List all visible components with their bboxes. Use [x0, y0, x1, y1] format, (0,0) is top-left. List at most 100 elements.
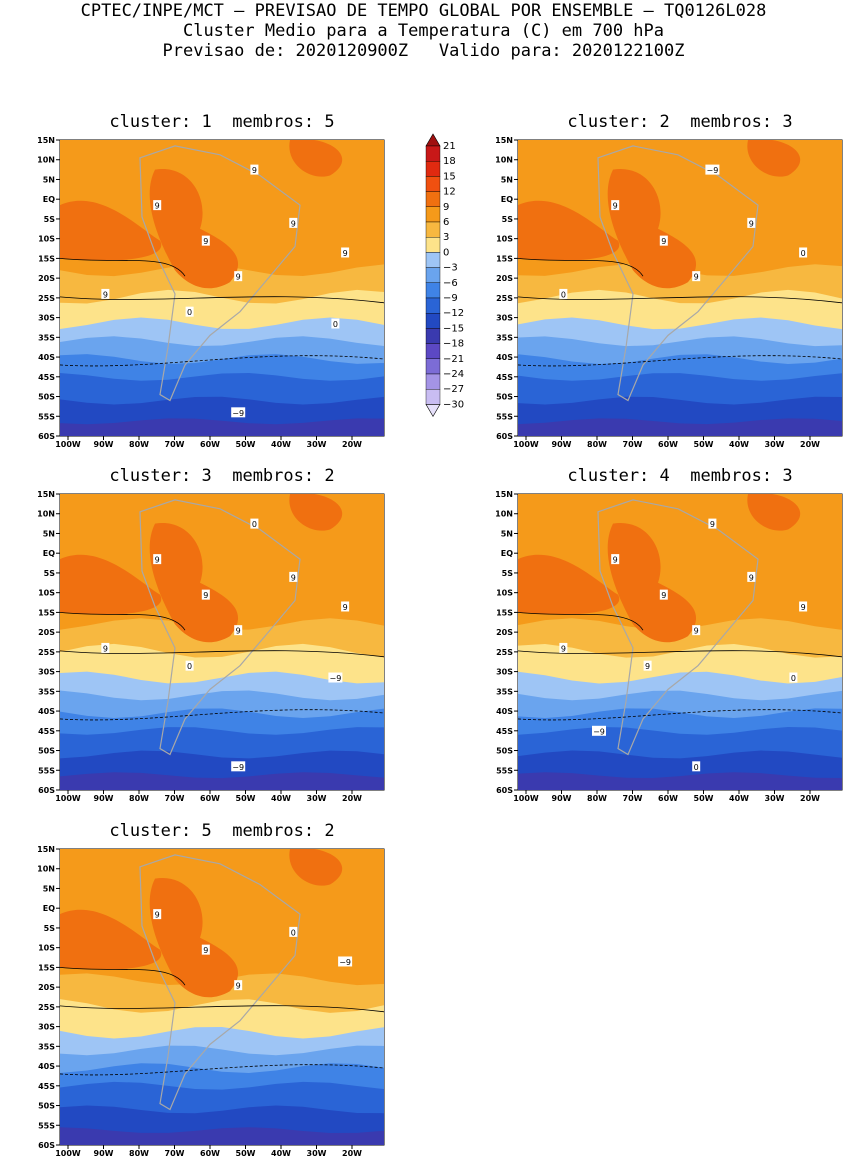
colorbar-label: −6 — [443, 278, 458, 289]
contour-label: 9 — [749, 573, 754, 582]
lat-label: 35S — [496, 687, 513, 696]
panel-title-2: cluster: 2 membros: 3 — [567, 112, 793, 132]
panel-title-1: cluster: 1 membros: 5 — [109, 112, 335, 132]
lat-label: 35S — [38, 333, 55, 342]
lon-label: 90W — [94, 440, 114, 449]
lon-label: 20W — [342, 440, 362, 449]
contour-label: 9 — [343, 249, 348, 258]
lat-label: 10S — [38, 235, 55, 244]
lon-label: 50W — [694, 440, 714, 449]
warm-region — [747, 494, 801, 531]
contour-label-bg — [234, 980, 243, 991]
lat-label: EQ — [43, 549, 55, 558]
contour-label: −9 — [593, 727, 605, 736]
contour-label-bg — [289, 217, 298, 228]
lat-label: 15N — [495, 490, 513, 499]
contour-label: 9 — [236, 627, 241, 636]
contour-label-bg — [153, 909, 162, 920]
lat-label: 5S — [44, 924, 56, 933]
lon-label: 20W — [800, 440, 820, 449]
lat-label: 50S — [496, 747, 513, 756]
lat-label: 5N — [43, 175, 55, 184]
lat-label: 20S — [38, 983, 55, 992]
contour-label-bg — [153, 200, 162, 211]
contour-label: 0 — [561, 290, 566, 299]
map-panel-cluster-5: 15N 10N 5N EQ 5S 10S 15S 20S 25S 30S 35S 40S 45S 50S 5… — [37, 845, 385, 1157]
contour-label: 9 — [694, 627, 699, 636]
contour-minus9 — [518, 709, 842, 721]
lon-label: 40W — [729, 440, 749, 449]
lon-label: 50W — [694, 794, 714, 803]
lat-label: 5S — [44, 215, 56, 224]
lat-label: 20S — [496, 628, 513, 637]
contour-label: 9 — [203, 237, 208, 246]
colorbar-segment — [425, 145, 441, 162]
lon-label: 90W — [94, 794, 114, 803]
colorbar-segment — [425, 297, 441, 314]
lon-label: 100W — [513, 794, 539, 803]
contour-label: 9 — [645, 662, 650, 671]
lon-label: 60W — [200, 794, 220, 803]
lon-label: 70W — [165, 794, 185, 803]
lat-label: EQ — [501, 195, 513, 204]
contour-label: −9 — [707, 166, 719, 175]
lat-label: 60S — [38, 1141, 55, 1150]
lon-label: 90W — [552, 440, 572, 449]
colorbar-label: 21 — [443, 141, 456, 152]
map-panel-cluster-1: 15N 10N 5N EQ 5S 10S 15S 20S 25S 30S 35S 40S 45S 50S 5… — [37, 136, 385, 449]
contour-label: 9 — [291, 573, 296, 582]
lat-label: 55S — [38, 1121, 55, 1130]
contour-label-bg — [559, 642, 568, 653]
colorbar-segment — [425, 358, 441, 375]
lon-label: 80W — [129, 1149, 149, 1157]
lon-label: 30W — [307, 1149, 327, 1157]
lat-label: 10S — [38, 589, 55, 598]
temperature-band — [60, 1127, 384, 1145]
lat-label: 20S — [38, 274, 55, 283]
lat-label: 40S — [38, 1062, 55, 1071]
colorbar-segment — [425, 343, 441, 360]
contour-label: 0 — [252, 520, 257, 529]
lon-label: 60W — [658, 794, 678, 803]
lon-label: 80W — [129, 794, 149, 803]
colorbar-label: −27 — [443, 384, 464, 395]
contour-label: 9 — [710, 520, 715, 529]
contour-label-bg — [692, 271, 701, 282]
colorbar-segment — [425, 312, 441, 329]
lon-label: 20W — [342, 794, 362, 803]
lon-label: 90W — [552, 794, 572, 803]
lat-label: 25S — [38, 294, 55, 303]
lat-label: 45S — [38, 1082, 55, 1091]
contour-label: 9 — [749, 219, 754, 228]
colorbar-label: 12 — [443, 187, 456, 198]
lat-label: 5N — [43, 529, 55, 538]
forecast-dates: Previsao de: 2020120900Z Valido para: 20… — [162, 41, 685, 61]
lat-label: 5N — [43, 884, 55, 893]
colorbar-label: −18 — [443, 339, 464, 350]
warm-region — [60, 200, 162, 261]
contour-label-bg — [692, 761, 701, 772]
lat-label: 20S — [38, 628, 55, 637]
continent-outline — [597, 499, 759, 756]
contour-label: 9 — [343, 603, 348, 612]
lon-label: 70W — [165, 1149, 185, 1157]
map-panel-cluster-2: 15N 10N 5N EQ 5S 10S 15S 20S 25S 30S 35S 40S 45S 50S 5… — [495, 136, 843, 449]
colorbar-label: 0 — [443, 247, 449, 258]
contour-label: 9 — [801, 603, 806, 612]
contour-label: 9 — [103, 290, 108, 299]
lat-label: 25S — [496, 294, 513, 303]
contour-label: 0 — [801, 249, 806, 258]
lat-label: 15N — [37, 136, 55, 145]
lat-label: 60S — [38, 432, 55, 441]
lon-label: 70W — [623, 440, 643, 449]
lat-label: 45S — [38, 373, 55, 382]
contour-label: 9 — [103, 644, 108, 653]
continent-outline — [139, 145, 301, 402]
lat-label: 30S — [38, 668, 55, 677]
lon-label: 70W — [623, 794, 643, 803]
warm-region — [747, 140, 801, 177]
colorbar-label: −24 — [443, 369, 464, 380]
contour-label-bg — [101, 288, 110, 299]
lon-label: 80W — [129, 440, 149, 449]
lat-label: 40S — [38, 353, 55, 362]
